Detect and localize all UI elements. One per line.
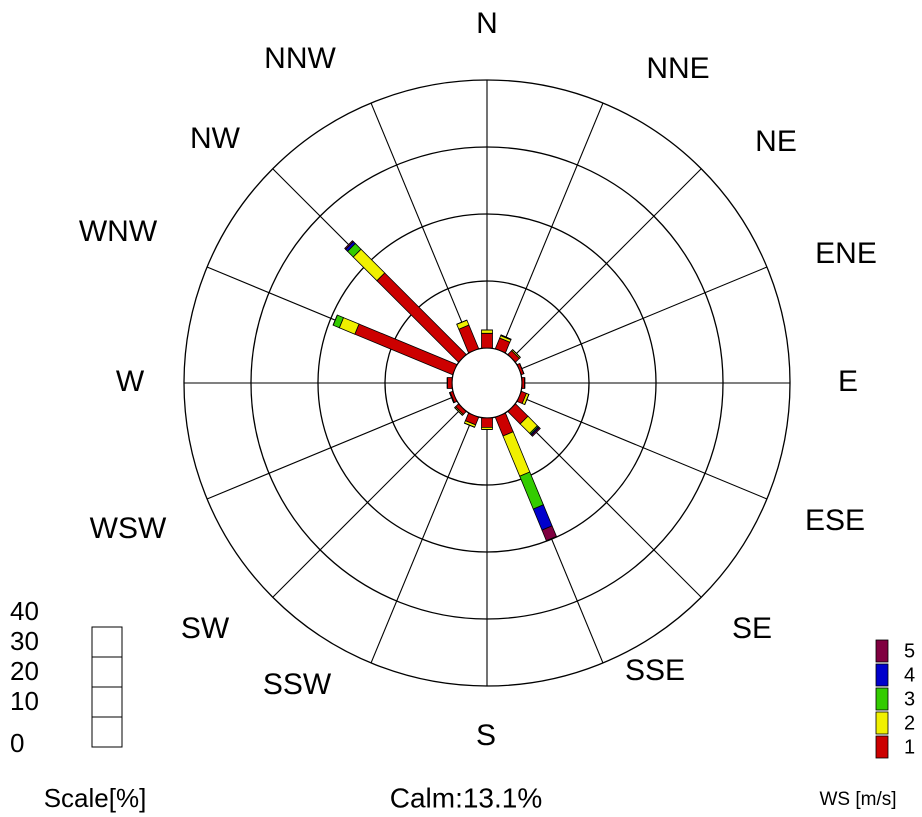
direction-label: ESE bbox=[805, 504, 865, 537]
scale-box bbox=[91, 686, 123, 718]
legend-label: 2 bbox=[904, 712, 915, 734]
rose-segment bbox=[481, 329, 493, 334]
direction-label: SE bbox=[732, 612, 772, 645]
scale-label: Scale[%] bbox=[44, 783, 147, 813]
calm-label: Calm:13.1% bbox=[390, 782, 543, 813]
direction-label: NNE bbox=[646, 52, 709, 85]
direction-label: WNW bbox=[79, 215, 158, 248]
rose-segment bbox=[332, 314, 338, 326]
scale-tick-label: 40 bbox=[10, 596, 39, 626]
rose-segment bbox=[524, 394, 530, 405]
legend-swatch bbox=[875, 663, 889, 687]
rose-segment bbox=[502, 431, 531, 477]
rose-segment bbox=[521, 377, 526, 389]
spoke bbox=[511, 407, 702, 598]
rose-segment bbox=[464, 422, 475, 428]
spoke bbox=[272, 407, 463, 598]
rose-segment bbox=[481, 417, 493, 428]
rose-segment bbox=[519, 363, 525, 374]
rose-segment bbox=[512, 349, 521, 358]
legend-label: 1 bbox=[904, 736, 915, 758]
rose-segment bbox=[449, 392, 455, 403]
direction-label: N bbox=[476, 7, 498, 40]
direction-label: NNW bbox=[264, 42, 336, 75]
rose-segment bbox=[519, 471, 544, 510]
rose-segment bbox=[456, 319, 468, 325]
scale-tick-label: 0 bbox=[10, 728, 24, 758]
rose-segment bbox=[454, 407, 463, 416]
direction-label: WSW bbox=[90, 512, 167, 545]
direction-label: ENE bbox=[815, 237, 877, 270]
legend-swatch bbox=[875, 687, 889, 711]
rose-segment bbox=[446, 377, 453, 389]
direction-label: SSW bbox=[263, 668, 332, 701]
scale-box bbox=[91, 626, 123, 658]
legend-swatch bbox=[875, 639, 889, 663]
spoke bbox=[519, 266, 768, 371]
legend-label: 5 bbox=[904, 640, 915, 662]
scale-tick-label: 10 bbox=[10, 686, 39, 716]
direction-label: SW bbox=[181, 612, 230, 645]
rose-segment bbox=[532, 504, 553, 531]
direction-label: SSE bbox=[625, 654, 685, 687]
scale-tick-label: 20 bbox=[10, 656, 39, 686]
scale-box bbox=[91, 656, 123, 688]
legend-title: WS [m/s] bbox=[819, 789, 896, 810]
rose-segment bbox=[541, 525, 558, 542]
legend-swatch bbox=[875, 711, 889, 735]
spoke bbox=[206, 395, 455, 500]
rose-segment bbox=[500, 334, 512, 340]
spoke bbox=[370, 415, 475, 664]
scale-box bbox=[91, 716, 123, 748]
direction-label: W bbox=[116, 365, 145, 398]
rose-segment bbox=[344, 240, 354, 250]
rose-segment bbox=[481, 332, 493, 349]
spoke bbox=[499, 102, 604, 351]
direction-label: NW bbox=[190, 122, 241, 155]
spoke bbox=[370, 102, 475, 351]
rose-segment bbox=[530, 426, 541, 437]
scale-tick-label: 30 bbox=[10, 626, 39, 656]
direction-label: S bbox=[476, 719, 496, 752]
spoke bbox=[519, 395, 768, 500]
spoke bbox=[511, 168, 702, 359]
rose-segment bbox=[352, 248, 386, 282]
legend-label: 3 bbox=[904, 688, 915, 710]
legend-swatch bbox=[875, 735, 889, 759]
legend-label: 4 bbox=[904, 664, 915, 686]
direction-label: NE bbox=[755, 125, 797, 158]
direction-label: E bbox=[838, 365, 858, 398]
rose-segment bbox=[458, 324, 480, 354]
